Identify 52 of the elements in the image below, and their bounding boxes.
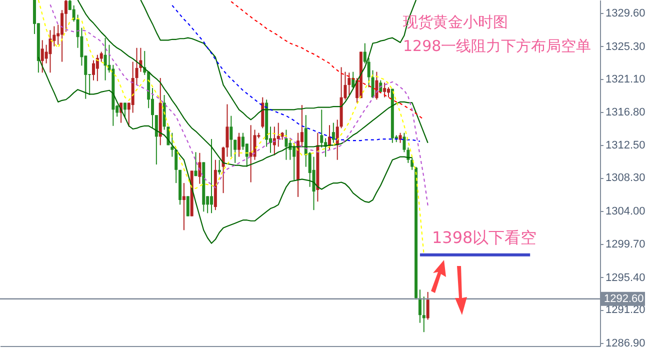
candlestick xyxy=(174,149,178,184)
candlestick xyxy=(363,42,366,64)
candlestick xyxy=(64,0,68,32)
y-tick-label: 1316.80 xyxy=(606,106,646,118)
candlestick xyxy=(320,109,324,148)
candlestick xyxy=(186,196,190,217)
candlestick xyxy=(387,86,390,98)
candlestick xyxy=(276,122,280,148)
candlestick xyxy=(312,156,316,211)
candlestick xyxy=(418,289,422,324)
candlestick xyxy=(426,291,430,320)
candlestick xyxy=(210,138,213,214)
candlestick xyxy=(402,132,406,153)
candlestick xyxy=(230,115,233,158)
candlestick xyxy=(194,152,198,177)
candlestick xyxy=(398,132,402,144)
y-tick-label: 1291.20 xyxy=(606,304,646,316)
candlestick xyxy=(234,139,237,164)
candlestick xyxy=(383,82,386,98)
candlestick xyxy=(422,296,426,333)
y-tick-label: 1295.40 xyxy=(606,272,646,284)
candlestick xyxy=(92,60,95,81)
candlestick xyxy=(104,37,107,81)
candlestick xyxy=(48,30,52,74)
candlestick xyxy=(154,114,158,166)
candlestick xyxy=(249,124,252,183)
candlestick xyxy=(261,96,264,129)
text: 1298一线阻力下方布局空单 xyxy=(403,37,592,55)
candlestick xyxy=(253,129,256,160)
candlestick xyxy=(292,142,296,180)
candlestick xyxy=(348,72,351,96)
candlestick xyxy=(367,57,370,88)
candlestick xyxy=(182,182,186,231)
y-tick-label: 1325.30 xyxy=(606,40,646,53)
candlestick xyxy=(371,70,374,99)
y-tick-label: 1299.70 xyxy=(606,238,646,251)
y-tick-label: 1321.10 xyxy=(606,73,646,86)
y-tick-label: 1308.30 xyxy=(606,172,646,184)
candlestick xyxy=(332,122,335,144)
candlestick xyxy=(170,132,174,158)
y-tick-label: 1286.90 xyxy=(606,337,646,348)
y-tick-label: 1312.50 xyxy=(606,140,646,152)
y-tick-label: 1329.60 xyxy=(606,8,646,20)
candlestick xyxy=(284,129,288,160)
y-tick-label: 1304.00 xyxy=(606,205,646,218)
candlestick xyxy=(238,132,241,158)
candlestick xyxy=(135,47,138,86)
candlestick xyxy=(123,102,126,119)
candlestick xyxy=(40,40,44,74)
candlestick xyxy=(198,152,202,184)
annotation: 1398以下看空 xyxy=(432,228,537,247)
ref-line-label: 1292.60 xyxy=(604,292,644,305)
